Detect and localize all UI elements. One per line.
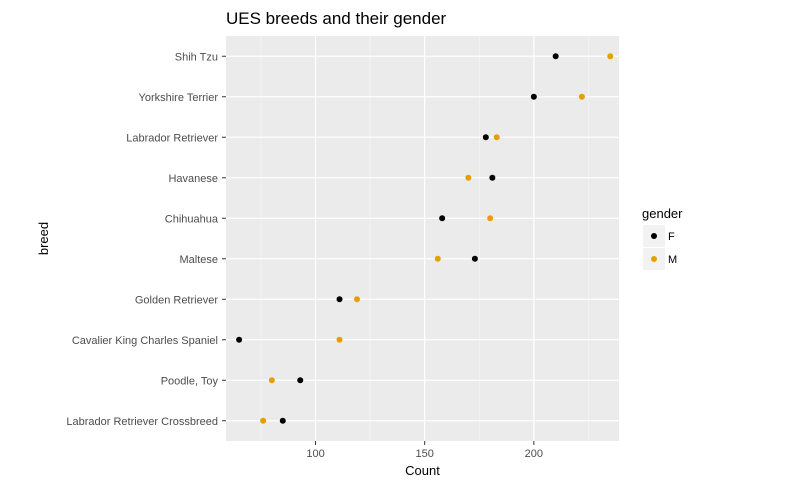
y-axis-title: breed	[36, 222, 51, 255]
y-tick-label: Yorkshire Terrier	[139, 92, 219, 104]
y-tick-label: Havanese	[168, 173, 218, 185]
y-tick-label: Shih Tzu	[175, 51, 218, 63]
legend-title: gender	[642, 206, 683, 221]
x-tick-label: 200	[525, 448, 543, 460]
point-F	[489, 174, 496, 181]
y-tick-label: Labrador Retriever	[126, 132, 218, 144]
point-F	[279, 417, 286, 424]
point-F	[439, 215, 446, 222]
point-M	[487, 215, 494, 222]
point-M	[260, 417, 267, 424]
data-points	[236, 53, 614, 424]
y-tick-label: Maltese	[179, 254, 218, 266]
point-F	[336, 296, 343, 303]
x-tick-label: 100	[306, 448, 324, 460]
y-tick-label: Cavalier King Charles Spaniel	[72, 335, 218, 347]
point-F	[297, 377, 304, 384]
x-axis-title: Count	[405, 463, 440, 478]
legend: gender FM	[642, 206, 683, 270]
major-gridlines	[226, 36, 619, 441]
point-M	[578, 93, 585, 100]
point-F	[530, 93, 537, 100]
legend-swatch-M	[651, 256, 657, 262]
plot-panel	[226, 36, 619, 441]
point-M	[336, 336, 343, 343]
legend-swatch-F	[651, 233, 657, 239]
minor-gridlines	[260, 36, 589, 441]
x-tick-label: 150	[416, 448, 434, 460]
y-axis-ticks: Shih Tzu Yorkshire Terrier Labrador Retrie…	[66, 51, 226, 428]
legend-label: M	[668, 254, 677, 266]
point-F	[236, 336, 243, 343]
y-tick-label: Chihuahua	[165, 213, 219, 225]
point-M	[434, 255, 441, 262]
point-F	[552, 53, 559, 60]
y-tick-label: Poodle, Toy	[161, 375, 219, 387]
legend-label: F	[668, 231, 675, 243]
point-M	[493, 134, 500, 141]
y-tick-label: Labrador Retriever Crossbreed	[66, 416, 218, 428]
point-M	[465, 174, 472, 181]
x-axis-ticks: 100 150 200	[306, 441, 543, 460]
point-M	[354, 296, 360, 303]
point-F	[471, 255, 478, 262]
point-F	[482, 134, 489, 141]
point-M	[268, 377, 275, 384]
point-M	[607, 53, 614, 60]
chart-title: UES breeds and their gender	[226, 9, 447, 28]
y-tick-label: Golden Retriever	[135, 294, 218, 306]
